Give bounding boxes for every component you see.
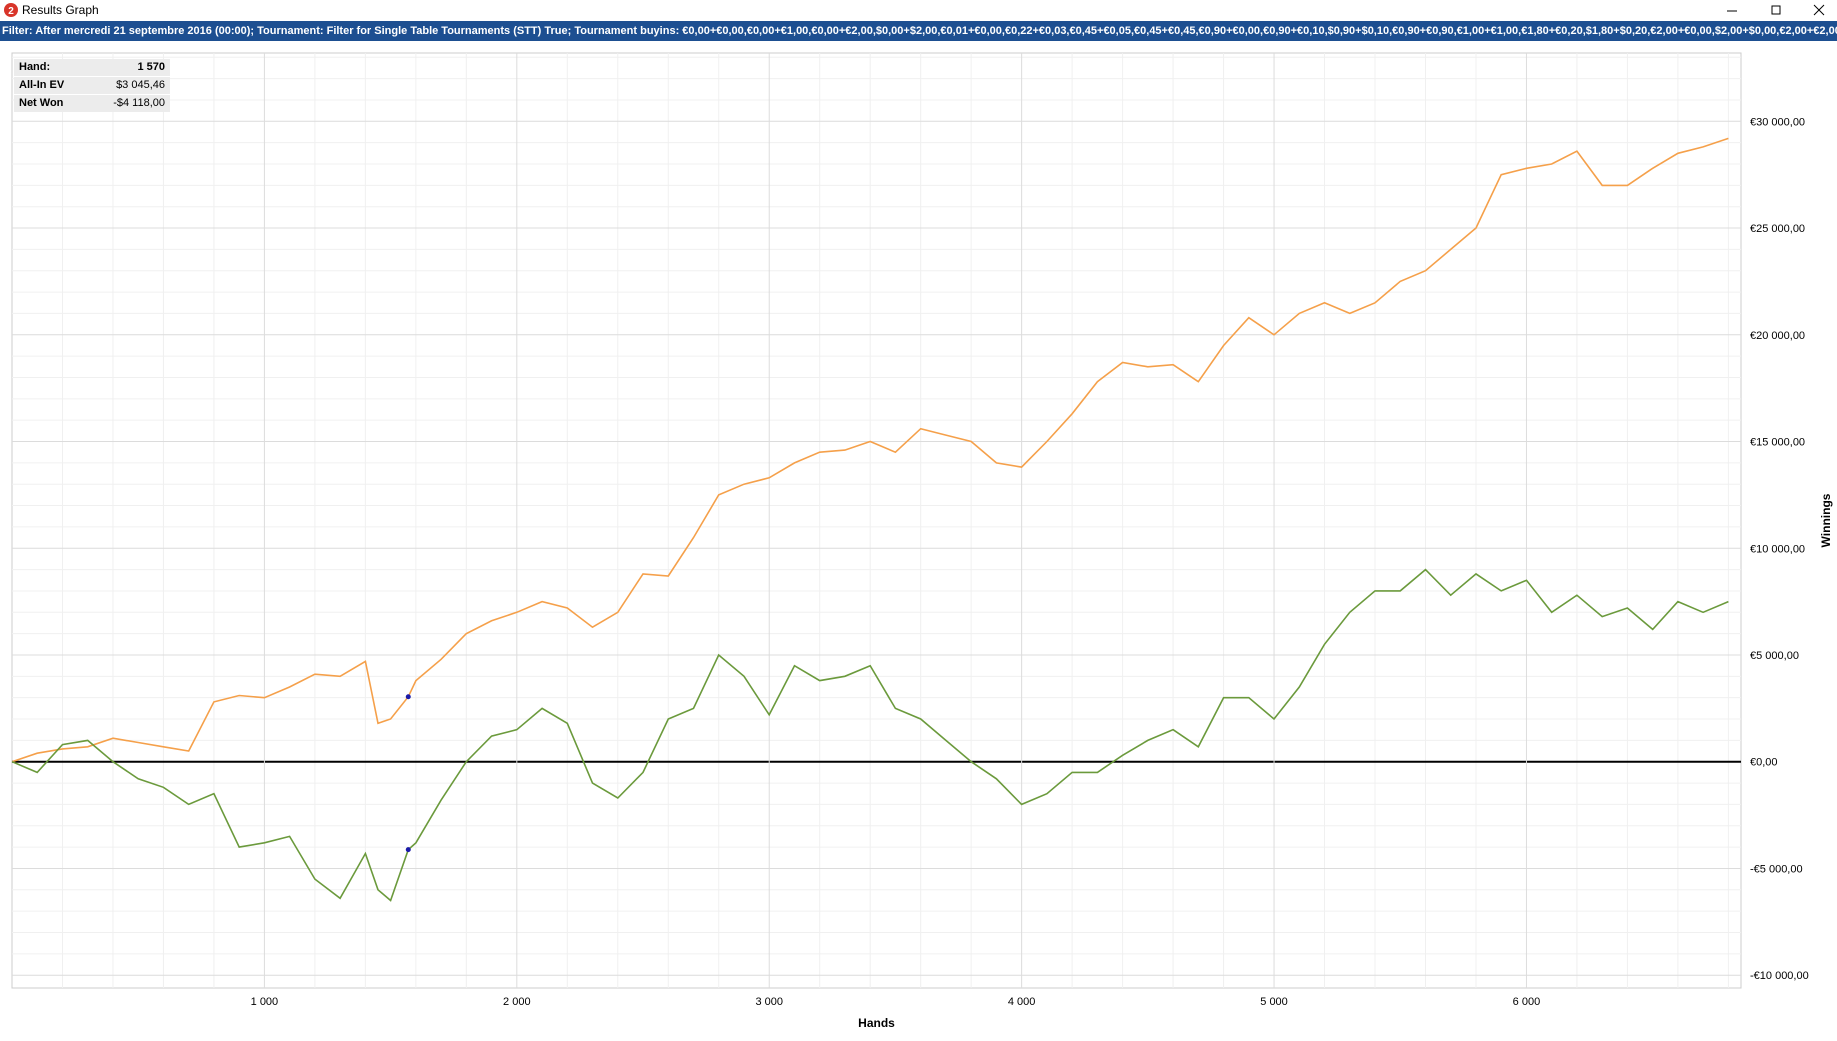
y-tick-label: €10 000,00 — [1750, 543, 1805, 555]
info-label: All-In EV — [19, 79, 65, 91]
x-tick-label: 3 000 — [755, 996, 783, 1008]
info-box: Hand: 1 570 All-In EV $3 045,46 Net Won -$4… — [14, 59, 170, 112]
hover-marker — [405, 847, 411, 853]
x-tick-label: 4 000 — [1008, 996, 1036, 1008]
info-row: All-In EV $3 045,46 — [14, 76, 170, 94]
close-button[interactable] — [1813, 4, 1825, 16]
y-tick-label: -€5 000,00 — [1750, 863, 1803, 875]
window-title: Results Graph — [22, 3, 99, 17]
info-label: Hand: — [19, 61, 51, 73]
chart: -€10 000,00 -€5 000,00 €0,00 €5 000,00 €10 0… — [11, 52, 1833, 1030]
window-controls — [1727, 4, 1825, 16]
info-row: Net Won -$4 118,00 — [14, 94, 170, 112]
x-tick-label: 6 000 — [1513, 996, 1541, 1008]
x-axis-label: Hands — [858, 1016, 895, 1030]
series-line — [11, 137, 1729, 763]
y-tick-label: €5 000,00 — [1750, 650, 1799, 662]
app-icon: 2 — [4, 3, 18, 17]
y-axis-label: Winnings — [1819, 493, 1833, 547]
x-tick-label: 2 000 — [503, 996, 531, 1008]
info-value: 1 570 — [137, 61, 165, 73]
title-bar: 2 Results Graph — [0, 0, 1837, 21]
info-value: $3 045,46 — [116, 79, 165, 91]
y-tick-label: €0,00 — [1750, 757, 1778, 769]
x-tick-label: 5 000 — [1260, 996, 1288, 1008]
info-value: -$4 118,00 — [113, 97, 165, 109]
plot-area — [11, 52, 1742, 989]
y-tick-label: -€10 000,00 — [1750, 970, 1809, 982]
info-label: Net Won — [19, 97, 64, 109]
x-tick-label: 1 000 — [251, 996, 279, 1008]
series-line — [11, 568, 1729, 902]
filter-bar: Filter: After mercredi 21 septembre 2016… — [0, 21, 1837, 41]
y-tick-label: €15 000,00 — [1750, 437, 1805, 449]
y-tick-label: €25 000,00 — [1750, 223, 1805, 235]
y-tick-label: €30 000,00 — [1750, 116, 1805, 128]
svg-text:2: 2 — [8, 6, 14, 17]
hover-marker — [405, 694, 411, 700]
y-tick-label: €20 000,00 — [1750, 330, 1805, 342]
info-row: Hand: 1 570 — [14, 59, 170, 76]
restore-button[interactable] — [1771, 5, 1781, 15]
